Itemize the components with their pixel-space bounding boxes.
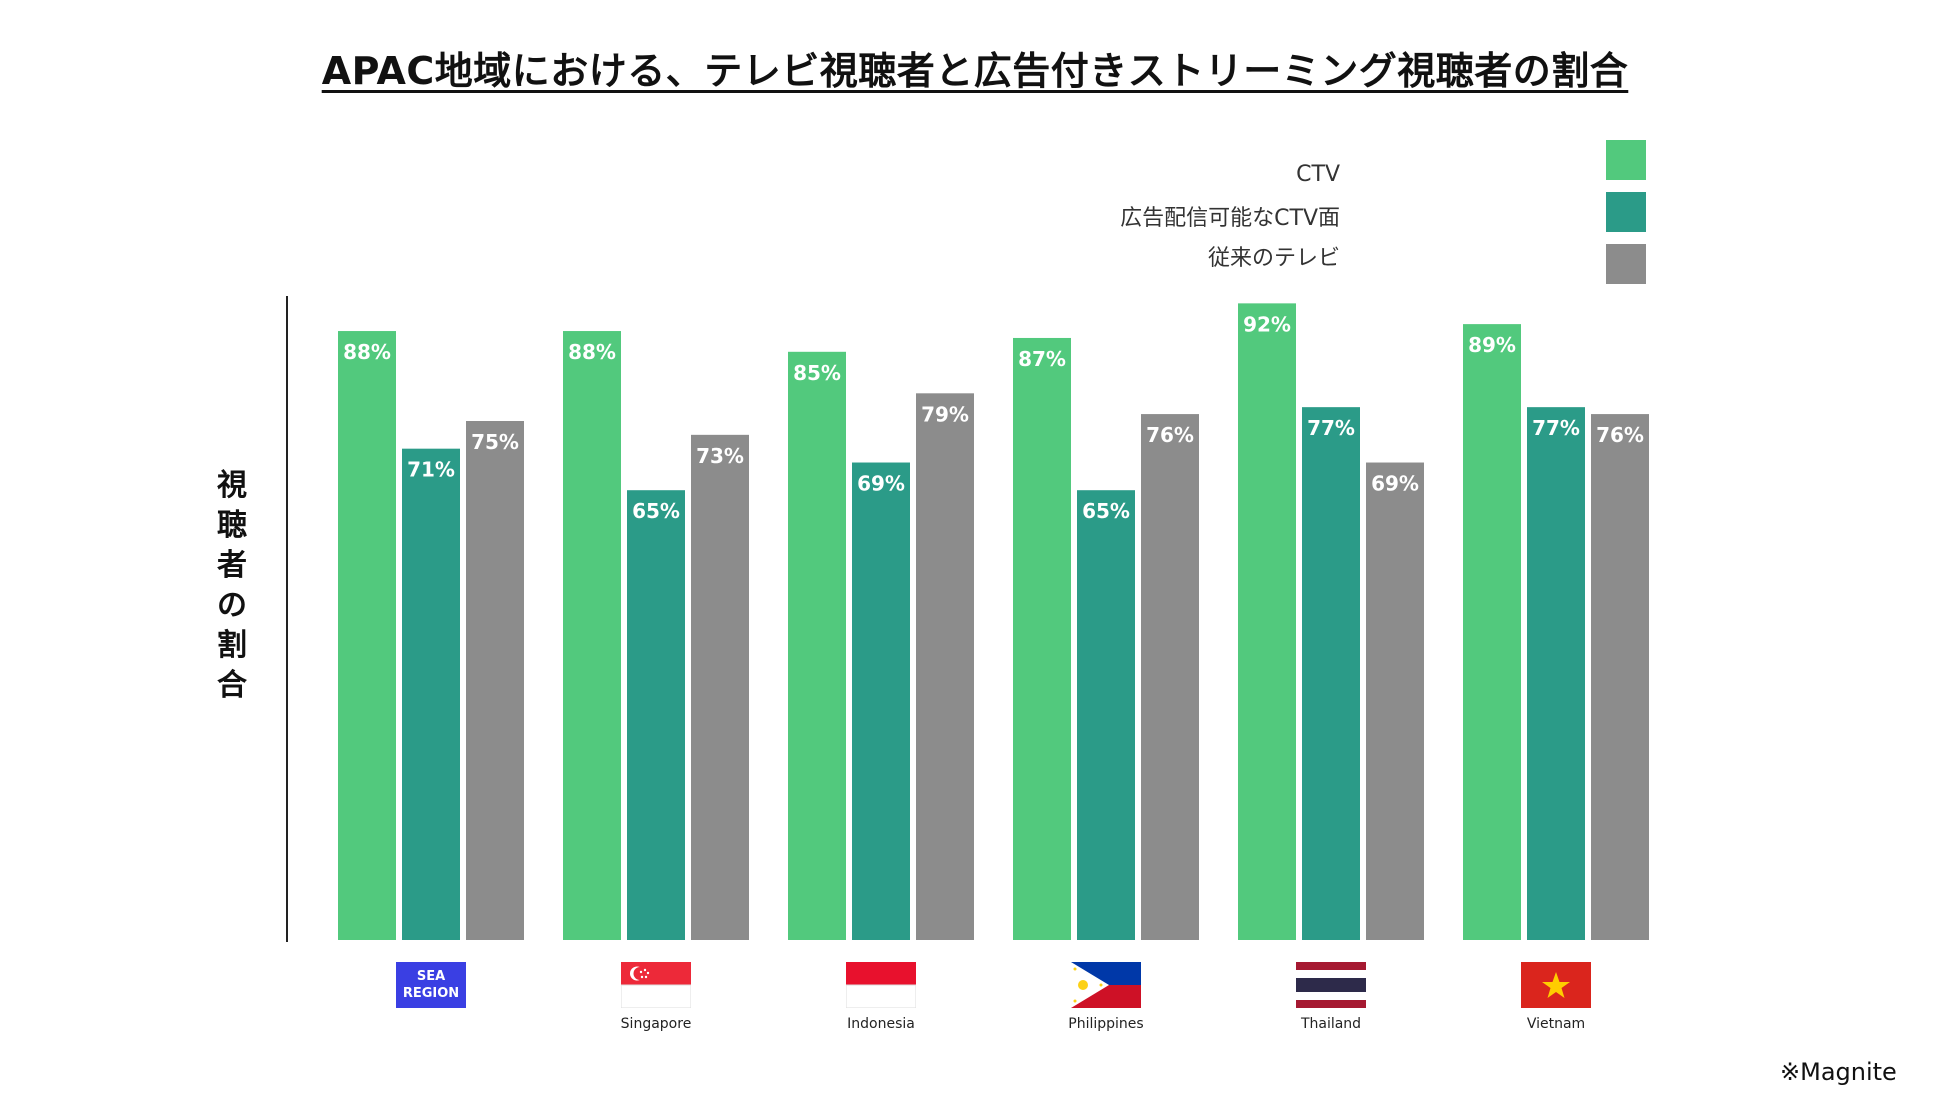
source-note: ※Magnite xyxy=(1780,1058,1897,1086)
data-label: 77% xyxy=(1532,416,1580,440)
sea-badge-text: SEA xyxy=(416,969,446,984)
y-axis-label-char: 割 xyxy=(217,628,247,663)
y-axis-label-char: 視 xyxy=(217,468,247,503)
data-label: 76% xyxy=(1146,423,1194,447)
bar-ctv-0 xyxy=(338,331,396,940)
y-axis-label-char: の xyxy=(217,588,247,623)
singapore-flag-graphic xyxy=(621,962,691,1008)
data-label: 89% xyxy=(1468,333,1516,357)
data-label: 75% xyxy=(471,430,519,454)
bar-ctv-5 xyxy=(1463,324,1521,940)
bar-ctv-1 xyxy=(563,331,621,940)
bar-tv-3 xyxy=(1141,414,1199,941)
bar-ad-ctv-4 xyxy=(1302,407,1360,940)
legend-label-ctv: CTV xyxy=(1296,162,1340,187)
bar-tv-2 xyxy=(916,393,974,940)
data-label: 77% xyxy=(1307,416,1355,440)
data-label: 65% xyxy=(1082,499,1130,523)
indonesia-flag-icon xyxy=(846,962,916,1008)
bar-ad-ctv-1 xyxy=(627,490,685,940)
indonesia-flag-graphic xyxy=(846,962,916,1008)
vietnam-flag-icon xyxy=(1521,962,1591,1008)
data-label: 69% xyxy=(1371,472,1419,496)
data-label: 79% xyxy=(921,402,969,426)
chart-title: APAC地域における、テレビ視聴者と広告付きストリーミング視聴者の割合 xyxy=(321,49,1629,93)
bar-ad-ctv-5 xyxy=(1527,407,1585,940)
y-axis-label-char: 合 xyxy=(217,668,247,703)
data-label: 73% xyxy=(696,444,744,468)
philippines-flag-icon xyxy=(1071,962,1141,1008)
data-label: 88% xyxy=(568,340,616,364)
legend-label-ad-ctv: 広告配信可能なCTV面 xyxy=(1120,206,1340,231)
data-label: 87% xyxy=(1018,347,1066,371)
legend-swatch-ad-ctv xyxy=(1606,192,1646,232)
legend-swatch-tv xyxy=(1606,244,1646,284)
data-label: 76% xyxy=(1596,423,1644,447)
bar-tv-1 xyxy=(691,434,749,940)
data-label: 92% xyxy=(1243,312,1291,336)
data-label: 65% xyxy=(632,499,680,523)
philippines-flag-graphic xyxy=(1071,962,1141,1008)
sea-region-badge: SEA REGION xyxy=(396,962,466,1008)
bar-ad-ctv-0 xyxy=(402,448,460,940)
y-axis-label: 視聴者の割合 xyxy=(212,466,252,706)
category-label: Vietnam xyxy=(1526,1016,1586,1032)
category-label: Indonesia xyxy=(847,1016,915,1032)
thailand-flag-graphic xyxy=(1296,962,1366,1008)
vietnam-flag-graphic xyxy=(1521,962,1591,1008)
data-label: 85% xyxy=(793,361,841,385)
bar-tv-4 xyxy=(1366,462,1424,940)
bar-ad-ctv-3 xyxy=(1077,490,1135,940)
singapore-flag-icon xyxy=(621,962,691,1008)
category-label: Philippines xyxy=(1068,1016,1144,1032)
legend-swatch-ctv xyxy=(1606,140,1646,180)
bar-tv-0 xyxy=(466,421,524,940)
legend-label-tv: 従来のテレビ xyxy=(1207,246,1340,271)
data-label: 71% xyxy=(407,458,455,482)
category-label: Singapore xyxy=(620,1016,692,1032)
bar-ctv-3 xyxy=(1013,337,1071,941)
bar-ctv-4 xyxy=(1238,303,1296,940)
category-label: Thailand xyxy=(1300,1016,1362,1032)
y-axis-label-char: 者 xyxy=(217,548,247,583)
bars-group: 88% 71% 75% 88% 65% 73% 85% 69% 79% 87% 65% 76% 92% 7… xyxy=(338,303,1649,941)
data-label: 88% xyxy=(343,340,391,364)
data-label: 69% xyxy=(857,472,905,496)
sea-badge-text: REGION xyxy=(402,986,460,1001)
bar-ctv-2 xyxy=(788,351,846,940)
thailand-flag-icon xyxy=(1296,962,1366,1008)
bar-tv-5 xyxy=(1591,414,1649,941)
bar-ad-ctv-2 xyxy=(852,462,910,940)
y-axis-label-char: 聴 xyxy=(217,508,247,543)
